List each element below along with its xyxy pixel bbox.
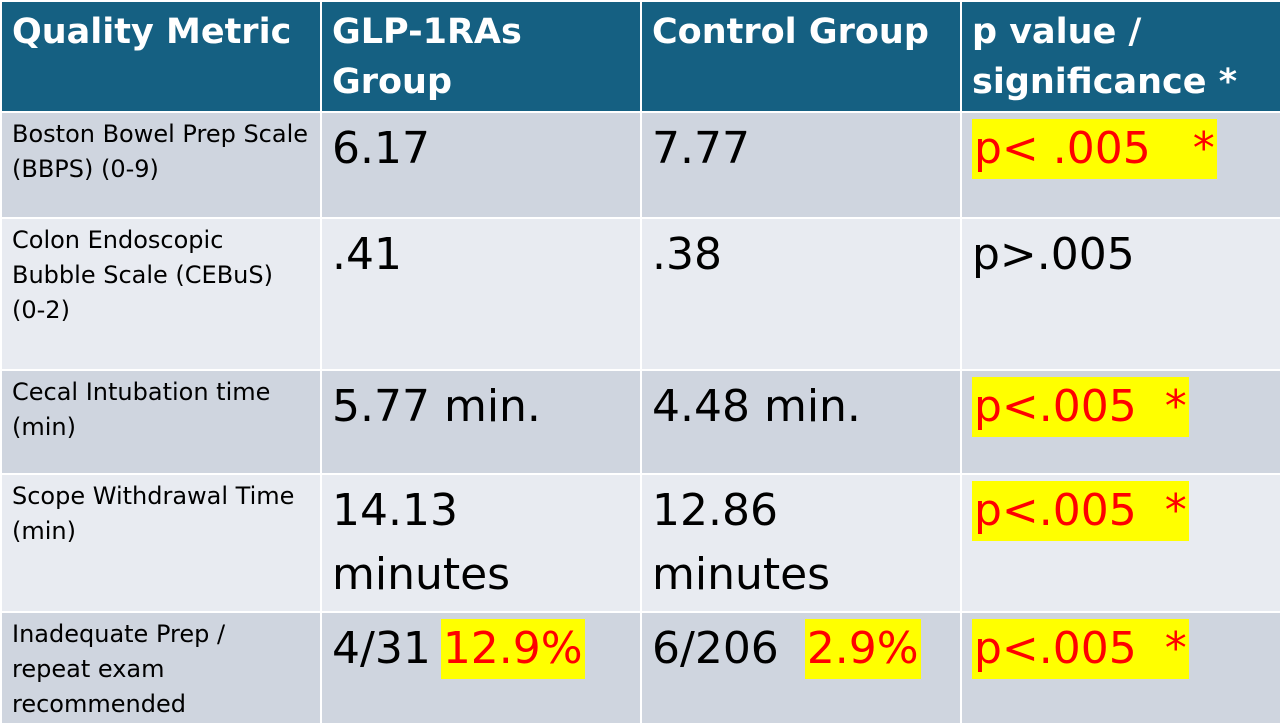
control-percent-highlight: 2.9% (804, 619, 921, 679)
metric-cell: Boston Bowel Prep Scale (BBPS) (0-9) (0, 111, 322, 219)
control-count: 6/206 (652, 623, 779, 674)
control-value-cell: 12.86 minutes (640, 473, 962, 613)
control-value-cell: 4.48 min. (640, 369, 962, 475)
glp-percent-highlight: 12.9% (440, 619, 585, 679)
metric-cell: Colon Endoscopic Bubble Scale (CEBuS) (0… (0, 217, 322, 371)
p-value-cell: p<.005 * (960, 473, 1280, 613)
header-p-value: p value / significance * (960, 0, 1280, 113)
header-control-group: Control Group (640, 0, 962, 113)
header-row: Quality Metric GLP-1RAs Group Control Gr… (0, 0, 1280, 113)
p-value-highlight: p<.005 * (972, 619, 1189, 679)
table-row: Cecal Intubation time (min) 5.77 min. 4.… (0, 369, 1280, 475)
control-value-cell: 6/206 2.9% (640, 611, 962, 725)
glp-value-cell: 6.17 (320, 111, 642, 219)
table-row: Scope Withdrawal Time (min) 14.13 minute… (0, 473, 1280, 613)
header-glp1-group: GLP-1RAs Group (320, 0, 642, 113)
glp-count: 4/31 (332, 623, 431, 674)
p-value-cell: p>.005 (960, 217, 1280, 371)
p-value-highlight: p< .005 * (972, 119, 1217, 179)
glp-value-cell: 4/31 12.9% (320, 611, 642, 725)
metric-cell: Scope Withdrawal Time (min) (0, 473, 322, 613)
p-value-cell: p< .005 * (960, 111, 1280, 219)
header-quality-metric: Quality Metric (0, 0, 322, 113)
glp-value-cell: 14.13 minutes (320, 473, 642, 613)
glp-value-cell: 5.77 min. (320, 369, 642, 475)
control-value-cell: .38 (640, 217, 962, 371)
control-value-cell: 7.77 (640, 111, 962, 219)
table-row: Boston Bowel Prep Scale (BBPS) (0-9) 6.1… (0, 111, 1280, 219)
table-row: Inadequate Prep / repeat exam recommende… (0, 611, 1280, 725)
metric-cell: Cecal Intubation time (min) (0, 369, 322, 475)
p-value-highlight: p<.005 * (972, 377, 1189, 437)
table-row: Colon Endoscopic Bubble Scale (CEBuS) (0… (0, 217, 1280, 371)
metric-cell: Inadequate Prep / repeat exam recommende… (0, 611, 322, 725)
p-value-cell: p<.005 * (960, 611, 1280, 725)
glp-value-cell: .41 (320, 217, 642, 371)
p-value-highlight: p<.005 * (972, 481, 1189, 541)
p-value-cell: p<.005 * (960, 369, 1280, 475)
